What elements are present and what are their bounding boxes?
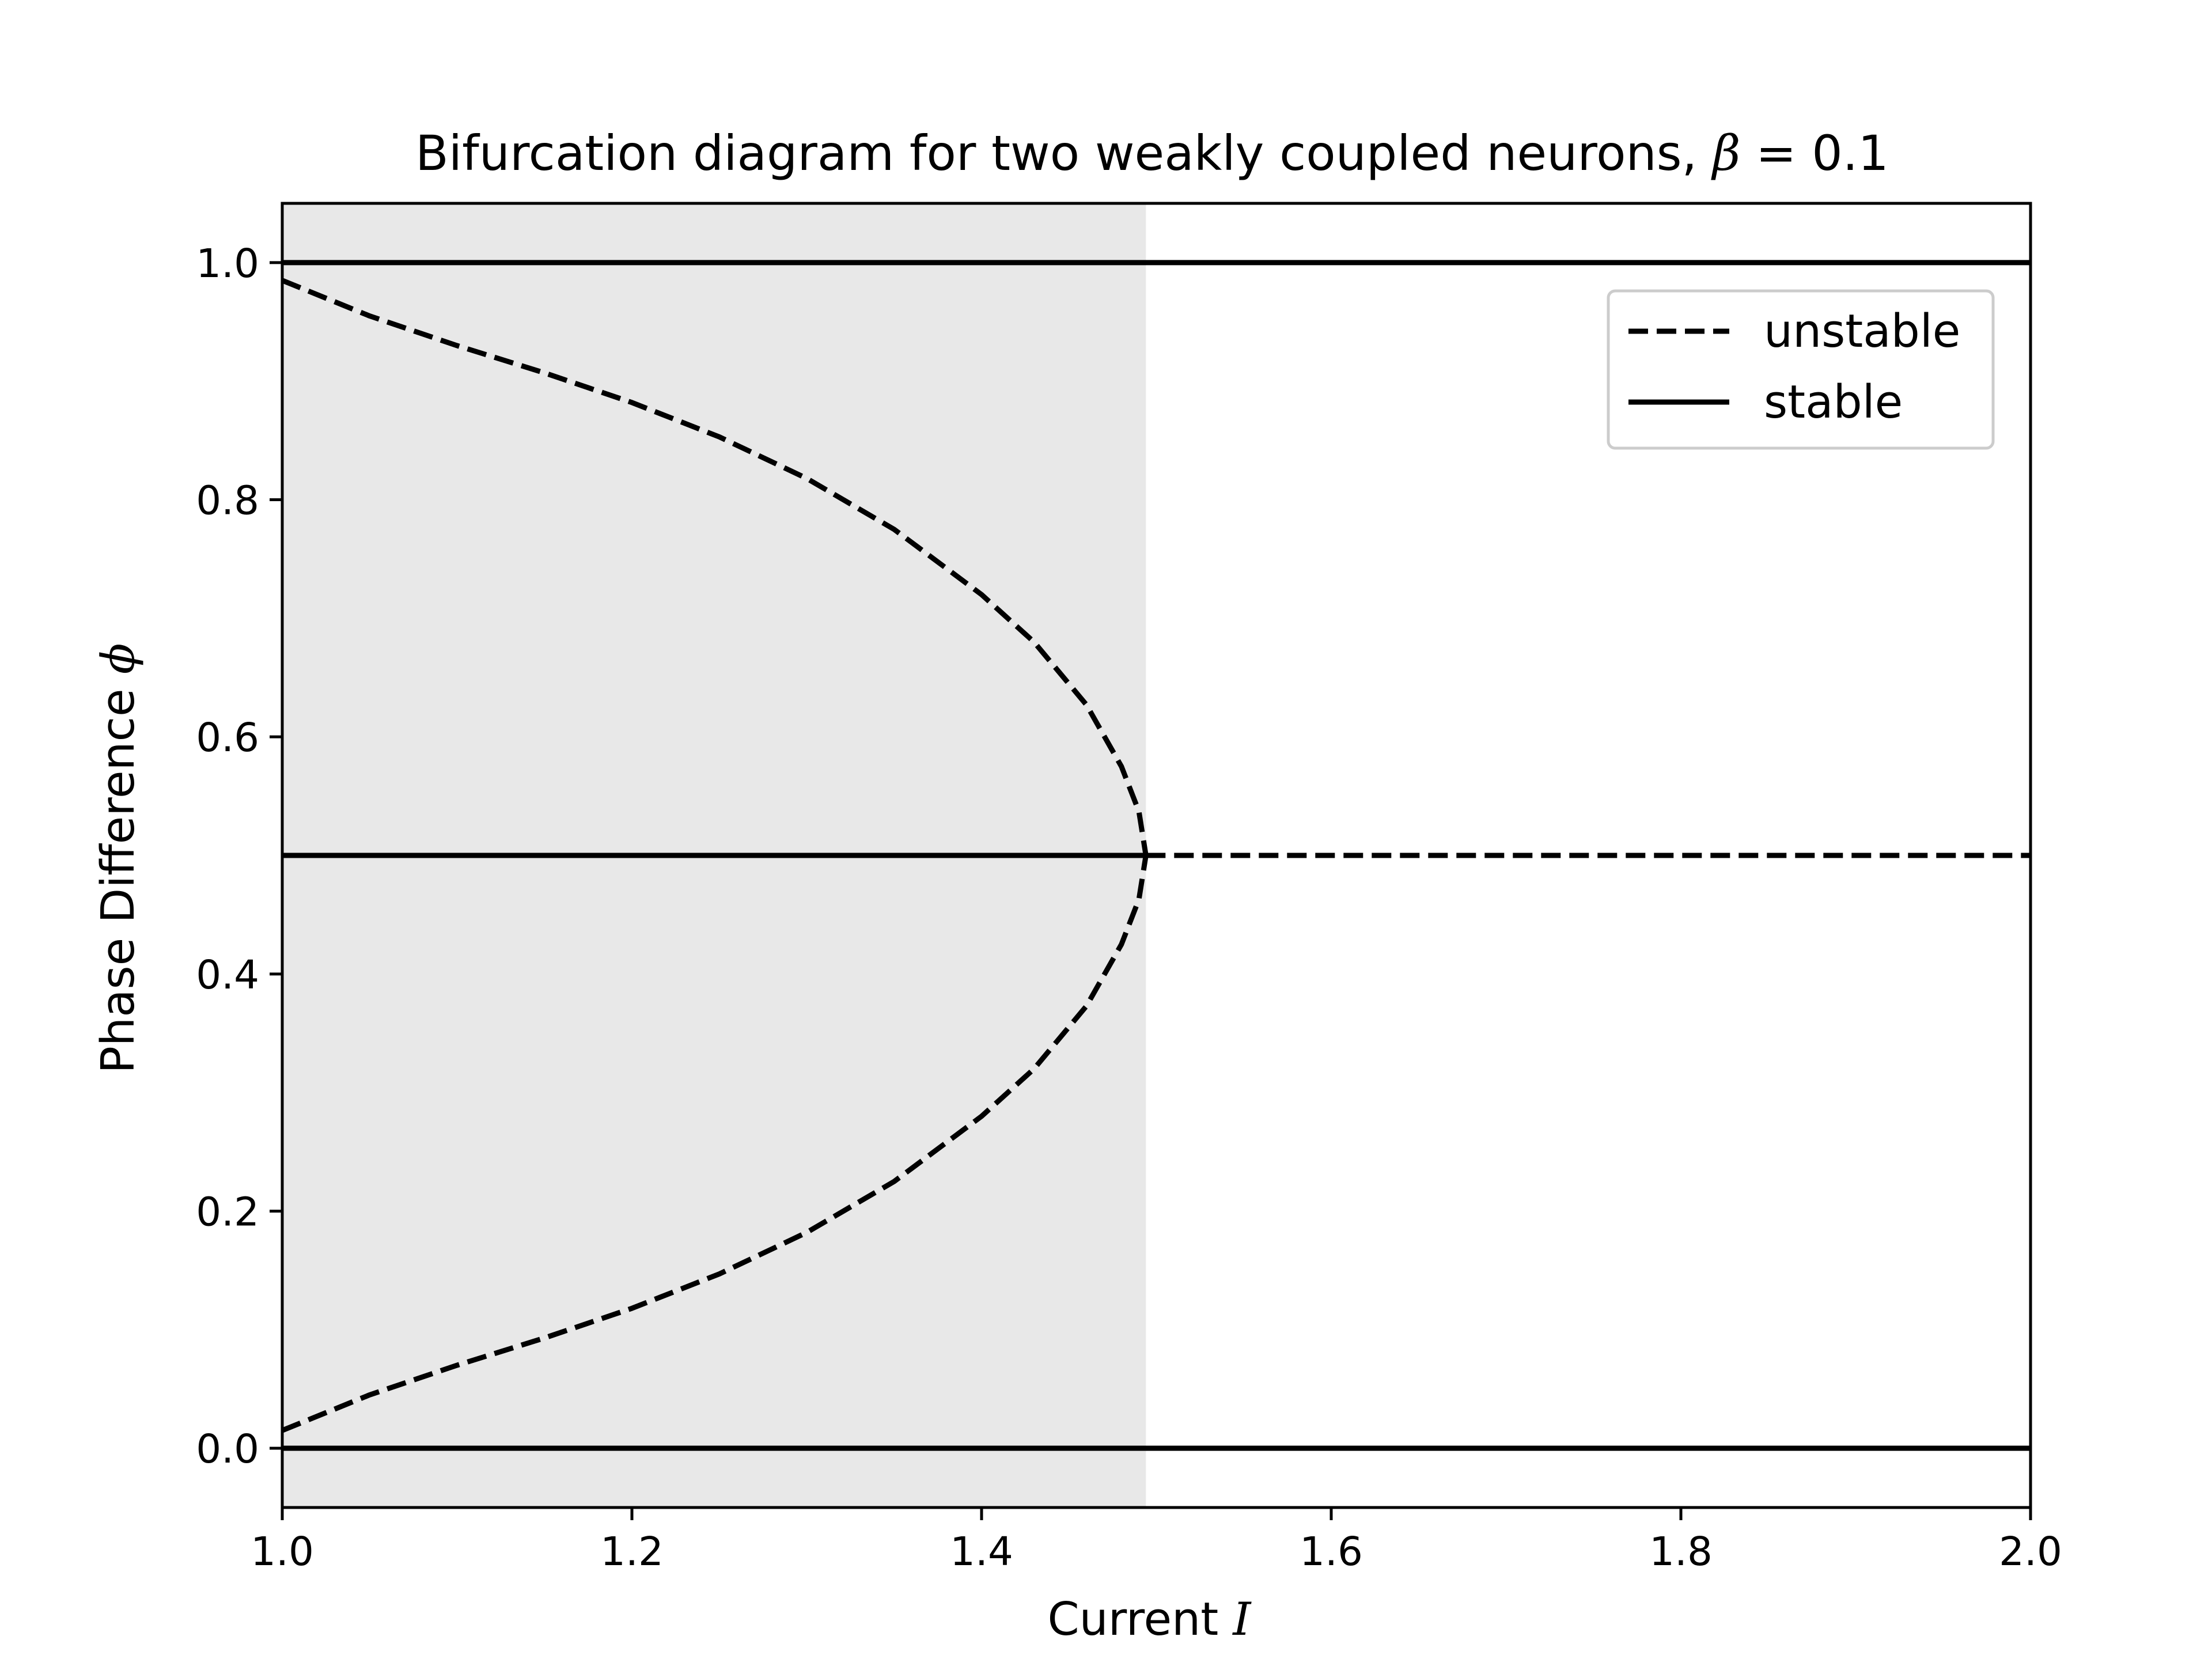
chart-title-math-suffix: = 0.1 [1740,125,1888,181]
x-axis-label-math: I [1232,1593,1252,1646]
legend-stable-label: stable [1764,376,1903,429]
x-tick-label: 2.0 [1999,1529,2062,1575]
x-tick-label: 1.8 [1649,1529,1713,1575]
chart-title-text: Bifurcation diagram for two weakly coupl… [415,125,1713,181]
x-tick-label: 1.6 [1300,1529,1363,1575]
plot-area: 1.0 1.2 1.4 1.6 1.8 2.0 0.0 0.2 0.4 0.6 0.8 1.0 [196,202,2062,1575]
x-axis-label-text: Current [1047,1593,1233,1646]
y-axis-label: Phase Difference ϕ [92,643,145,1073]
x-tick-label: 1.0 [251,1529,314,1575]
legend-unstable-label: unstable [1764,305,1960,358]
plot-frame [281,202,2032,1509]
chart-title: Bifurcation diagram for two weakly coupl… [415,125,1889,181]
unstable-branch-4 [281,278,1149,856]
y-tick-label: 1.0 [196,241,259,287]
y-tick-label: 0.0 [196,1426,259,1472]
x-tick-label: 1.4 [950,1529,1013,1575]
y-tick-label: 0.2 [196,1189,259,1235]
unstable-branch-5 [281,855,1149,1433]
y-tick-label: 0.6 [196,715,259,761]
x-axis-label: Current I [1047,1593,1252,1646]
y-axis-label-math: ϕ [92,643,145,674]
y-tick-label: 0.4 [196,952,259,998]
x-tick-label: 1.2 [600,1529,664,1575]
legend: unstable stable [1607,289,1995,450]
chart-title-math: β [1711,125,1741,181]
y-axis-label-text: Phase Difference [92,674,145,1073]
y-tick-label: 0.8 [196,478,259,524]
